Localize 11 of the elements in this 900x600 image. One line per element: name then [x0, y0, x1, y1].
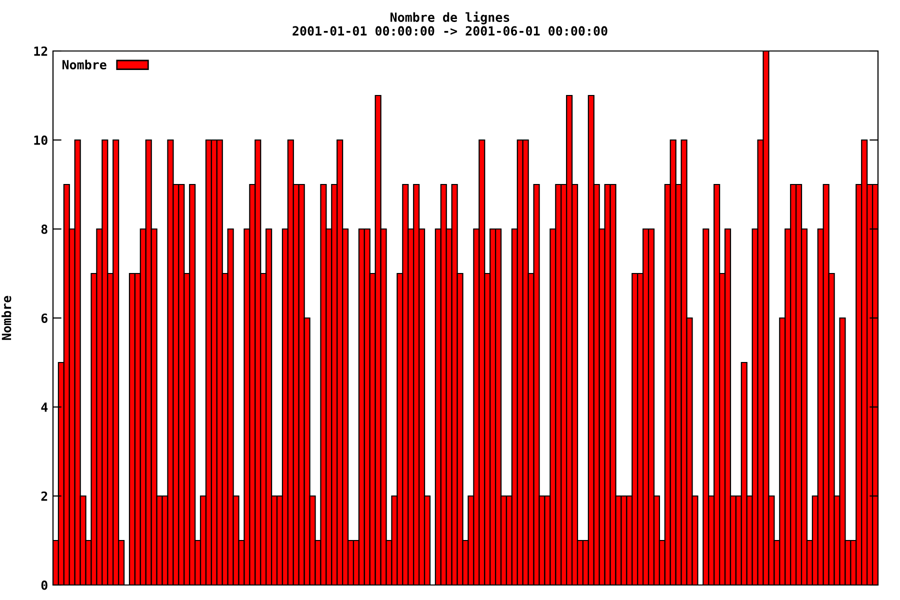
chart-title: Nombre de lignes [390, 12, 510, 24]
y-tick-label: 10 [34, 135, 48, 145]
y-tick-label: 2 [41, 491, 48, 501]
y-tick-label: 8 [41, 224, 48, 234]
y-axis-title: Nombre [2, 296, 12, 340]
chart-subtitle: 2001-01-01 00:00:00 -> 2001-06-01 00:00:00 [292, 26, 608, 36]
y-tick-label: 12 [34, 46, 48, 56]
legend-label: Nombre [62, 60, 106, 70]
y-tick-label: 6 [41, 313, 48, 323]
y-tick-label: 0 [41, 580, 48, 590]
y-tick-label: 4 [41, 402, 48, 412]
